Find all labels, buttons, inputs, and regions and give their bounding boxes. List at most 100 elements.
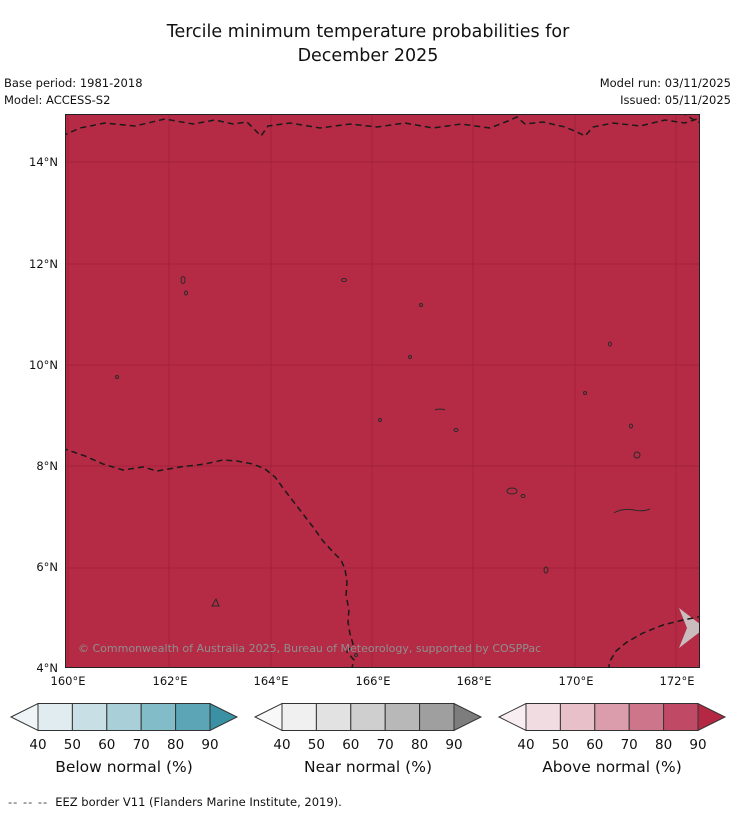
footnote-text: EEZ border V11 (Flanders Marine Institut…	[55, 795, 342, 809]
x-axis-label: 170°E	[558, 674, 594, 688]
island-outlines	[115, 276, 651, 657]
x-axis-label: 164°E	[253, 674, 289, 688]
colorbar-tick: 90	[445, 737, 463, 753]
colorbar-right-arrow	[453, 702, 483, 732]
colorbar-tick: 70	[132, 737, 150, 753]
colorbar-segment	[140, 703, 177, 731]
island	[633, 451, 641, 459]
island	[378, 418, 382, 422]
colorbar-right-arrow	[697, 702, 727, 732]
colorbar-segment	[37, 703, 73, 731]
colorbar-tick: 60	[586, 737, 604, 753]
colorbar-segment	[628, 703, 665, 731]
eez-dash-symbol: -- -- --	[8, 795, 49, 809]
island	[613, 508, 651, 514]
colorbar-label-above-normal: Above normal (%)	[542, 758, 682, 776]
map-grid	[65, 114, 700, 668]
colorbar-below-normal: 40 50 60 70 80 90 Below normal (%)	[8, 702, 240, 786]
meta-base-period: Base period: 1981-2018	[4, 76, 143, 90]
colorbar-above-normal-bar	[497, 702, 727, 732]
island	[408, 355, 412, 359]
island	[629, 423, 633, 429]
colorbar-tick: 70	[620, 737, 638, 753]
y-axis-label: 12°N	[29, 257, 58, 271]
island	[506, 487, 518, 495]
eez-border-southeast	[607, 615, 704, 672]
island	[341, 278, 347, 282]
meta-model: Model: ACCESS-S2	[4, 93, 111, 107]
x-axis-label: 166°E	[355, 674, 391, 688]
footnote: -- -- -- EEZ border V11 (Flanders Marine …	[8, 795, 342, 809]
colorbar-tick: 40	[273, 737, 291, 753]
colorbar-tick: 90	[689, 737, 707, 753]
colorbar-tick: 40	[29, 737, 47, 753]
island	[211, 597, 220, 607]
island	[608, 341, 612, 347]
island	[453, 428, 459, 432]
colorbar-tick: 80	[167, 737, 185, 753]
colorbar-tick: 70	[376, 737, 394, 753]
x-axis-label: 168°E	[456, 674, 492, 688]
colorbar-segment	[525, 703, 561, 731]
island	[184, 290, 188, 296]
eez-border-north	[61, 116, 704, 138]
colorbar-left-arrow	[9, 702, 39, 732]
colorbar-segment	[559, 703, 596, 731]
colorbar-label-near-normal: Near normal (%)	[304, 758, 432, 776]
colorbar-above-normal: 40 50 60 70 80 90 Above normal (%)	[496, 702, 728, 786]
colorbar-tick: 90	[201, 737, 219, 753]
colorbar-left-arrow	[497, 702, 527, 732]
colorbar-segment	[350, 703, 386, 731]
watermark-chevron	[679, 608, 705, 648]
x-axis-label: 160°E	[50, 674, 86, 688]
colorbar-left-arrow	[253, 702, 283, 732]
meta-issued: Issued: 05/11/2025	[620, 93, 731, 107]
map-copyright: © Commonwealth of Australia 2025, Bureau…	[78, 642, 541, 655]
x-axis-label: 162°E	[152, 674, 188, 688]
meta-right-block: Model run: 03/11/2025 Issued: 05/11/2025	[600, 75, 731, 109]
figure-title-line1: Tercile minimum temperature probabilitie…	[166, 22, 570, 42]
island	[520, 494, 526, 498]
colorbar-right-arrow	[209, 702, 239, 732]
y-axis-label: 14°N	[29, 155, 58, 169]
colorbar-tick: 50	[63, 737, 81, 753]
colorbar-label-below-normal: Below normal (%)	[55, 758, 193, 776]
colorbar-segment	[315, 703, 352, 731]
map-panel: © Commonwealth of Australia 2025, Bureau…	[61, 111, 705, 672]
island	[354, 653, 358, 657]
colorbar-tick: 40	[517, 737, 535, 753]
colorbar-below-normal-bar	[9, 702, 239, 732]
colorbar-tick: 50	[551, 737, 569, 753]
island	[543, 566, 549, 574]
island	[115, 375, 119, 379]
colorbar-tick: 80	[411, 737, 429, 753]
island	[583, 391, 587, 395]
colorbar-tick: 80	[655, 737, 673, 753]
y-axis-label: 4°N	[36, 661, 58, 675]
colorbar-tick: 60	[98, 737, 116, 753]
colorbar-segment	[106, 703, 142, 731]
figure-title: Tercile minimum temperature probabilitie…	[0, 20, 736, 68]
map-frame-border	[65, 114, 700, 668]
island	[180, 276, 186, 284]
colorbar-segment	[175, 703, 211, 731]
colorbar-segment	[71, 703, 108, 731]
y-axis-label: 8°N	[36, 459, 58, 473]
figure-title-line2: December 2025	[297, 46, 439, 66]
colorbar-segment	[419, 703, 455, 731]
colorbar-near-normal-bar	[253, 702, 483, 732]
colorbar-segment	[281, 703, 317, 731]
colorbar-segment	[663, 703, 699, 731]
colorbar-near-normal: 40 50 60 70 80 90 Near normal (%)	[252, 702, 484, 786]
colorbar-tick: 60	[342, 737, 360, 753]
y-axis-label: 10°N	[29, 358, 58, 372]
colorbar-segment	[384, 703, 421, 731]
meta-model-run: Model run: 03/11/2025	[599, 76, 731, 90]
colorbar-segment	[594, 703, 630, 731]
y-axis-label: 6°N	[36, 560, 58, 574]
island	[419, 303, 423, 307]
map-canvas: © Commonwealth of Australia 2025, Bureau…	[61, 111, 705, 672]
meta-left-block: Base period: 1981-2018 Model: ACCESS-S2	[4, 75, 143, 109]
island	[434, 408, 446, 411]
eez-border-central	[61, 447, 355, 672]
